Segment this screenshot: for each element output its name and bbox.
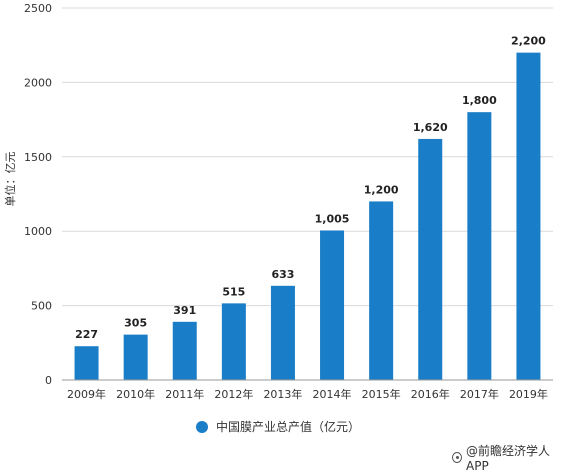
data-label: 227 bbox=[75, 328, 98, 341]
legend-label: 中国膜产业总产值（亿元） bbox=[216, 420, 361, 434]
data-label: 305 bbox=[124, 317, 147, 330]
bar bbox=[270, 285, 295, 380]
x-axis-ticks: 2009年 2010年 2011年 2012年 2013年 2014年 2015年 2016年… bbox=[67, 387, 548, 401]
y-axis-label: 单位：亿元 bbox=[3, 152, 17, 207]
data-label: 391 bbox=[173, 304, 196, 317]
x-tick-label: 2016年 bbox=[411, 387, 450, 401]
data-label: 1,620 bbox=[413, 121, 448, 134]
bar-chart: 0 500 1000 1500 2000 2500 227 305 391 515 633 1,00… bbox=[3, 2, 553, 401]
legend-swatch bbox=[196, 420, 208, 433]
y-tick-label: 0 bbox=[45, 374, 52, 387]
x-tick-label: 2013年 bbox=[263, 387, 302, 401]
data-label: 633 bbox=[271, 268, 294, 281]
x-tick-label: 2012年 bbox=[214, 387, 253, 401]
data-label: 1,200 bbox=[364, 183, 399, 196]
x-tick-label: 2011年 bbox=[165, 387, 204, 401]
data-label: 1,800 bbox=[462, 94, 497, 107]
y-tick-label: 1000 bbox=[24, 225, 52, 238]
y-tick-label: 2000 bbox=[24, 76, 52, 89]
source-label: @前瞻经济学人APP bbox=[466, 444, 551, 473]
bar bbox=[320, 230, 345, 380]
data-label: 2,200 bbox=[511, 35, 546, 48]
y-tick-label: 2500 bbox=[24, 2, 52, 15]
bar bbox=[221, 303, 246, 380]
source-credit: @前瞻经济学人APP bbox=[452, 442, 561, 473]
x-tick-label: 2015年 bbox=[362, 387, 401, 401]
x-tick-label: 2010年 bbox=[116, 387, 155, 401]
bar bbox=[74, 346, 99, 380]
legend: 中国膜产业总产值（亿元） bbox=[196, 418, 360, 435]
y-axis-ticks: 0 500 1000 1500 2000 2500 bbox=[24, 2, 52, 387]
data-label: 1,005 bbox=[315, 212, 350, 225]
bar bbox=[123, 334, 148, 380]
data-label: 515 bbox=[222, 285, 245, 298]
bar bbox=[418, 138, 443, 380]
bars bbox=[74, 52, 541, 380]
bar bbox=[516, 52, 541, 380]
bar bbox=[172, 321, 197, 380]
x-tick-label: 2019年 bbox=[509, 387, 548, 401]
bar bbox=[467, 112, 492, 380]
bar bbox=[369, 201, 394, 380]
y-tick-label: 1500 bbox=[24, 151, 52, 164]
x-tick-label: 2014年 bbox=[313, 387, 352, 401]
y-tick-label: 500 bbox=[31, 300, 52, 313]
data-labels: 227 305 391 515 633 1,005 1,200 1,620 1,800 2,200 bbox=[75, 35, 546, 342]
x-tick-label: 2017年 bbox=[460, 387, 499, 401]
brand-logo-icon bbox=[452, 452, 463, 463]
x-tick-label: 2009年 bbox=[67, 387, 106, 401]
